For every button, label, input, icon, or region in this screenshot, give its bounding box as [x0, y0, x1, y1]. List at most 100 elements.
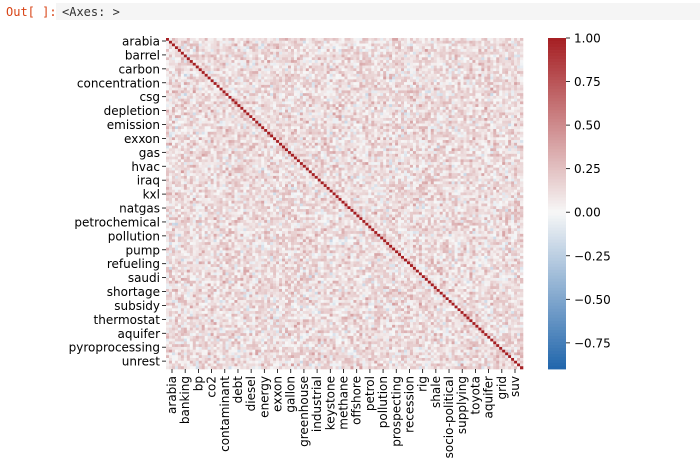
heatmap-cell	[424, 142, 429, 146]
heatmap-cell	[243, 151, 247, 155]
heatmap-cell	[412, 54, 417, 58]
heatmap-cell	[201, 40, 205, 44]
heatmap-cell	[347, 142, 351, 146]
heatmap-cell	[210, 40, 214, 44]
heatmap-cell	[207, 104, 211, 108]
heatmap-cell	[192, 62, 197, 66]
heatmap-cell	[371, 84, 375, 88]
heatmap-cell	[189, 68, 194, 72]
heatmap-cell	[472, 98, 476, 102]
heatmap-cell	[308, 98, 313, 102]
heatmap-cell	[374, 71, 378, 75]
heatmap-cell	[442, 117, 446, 122]
heatmap-cell	[511, 120, 515, 124]
heatmap-cell	[392, 49, 396, 53]
heatmap-cell	[282, 148, 286, 152]
heatmap-cell	[347, 137, 351, 141]
heatmap-cell	[189, 104, 194, 108]
heatmap-cell	[329, 93, 333, 97]
heatmap-cell	[335, 148, 339, 152]
heatmap-cell	[368, 82, 372, 86]
heatmap-cell	[359, 54, 363, 58]
heatmap-cell	[356, 129, 360, 133]
heatmap-cell	[323, 120, 327, 124]
heatmap-cell	[279, 84, 283, 88]
heatmap-cell	[204, 54, 208, 58]
heatmap-cell	[475, 126, 479, 130]
heatmap-cell	[326, 148, 330, 152]
heatmap-cell	[511, 51, 515, 55]
heatmap-cell	[168, 131, 173, 135]
heatmap-cell	[249, 43, 253, 47]
heatmap-cell	[177, 84, 182, 88]
heatmap-cell	[332, 68, 336, 72]
heatmap-cell	[192, 131, 197, 135]
heatmap-cell	[362, 106, 366, 111]
heatmap-cell	[421, 145, 426, 149]
heatmap-cell	[395, 142, 399, 146]
heatmap-cell	[517, 112, 521, 116]
heatmap-cell	[183, 137, 188, 141]
heatmap-cell	[320, 46, 324, 50]
heatmap-cell	[270, 87, 274, 91]
heatmap-cell	[234, 145, 238, 149]
heatmap-cell	[371, 126, 375, 130]
heatmap-cell	[517, 115, 521, 119]
heatmap-cell	[430, 43, 435, 47]
heatmap-cell	[493, 106, 497, 111]
heatmap-cell	[282, 51, 286, 55]
heatmap-cell	[299, 142, 304, 146]
heatmap-cell	[231, 148, 235, 152]
heatmap-cell	[514, 145, 518, 149]
heatmap-cell	[287, 46, 292, 50]
heatmap-cell	[264, 65, 268, 69]
heatmap-cell	[359, 51, 363, 55]
heatmap-cell	[386, 71, 390, 75]
heatmap-cell	[270, 148, 274, 152]
heatmap-cell	[514, 93, 518, 97]
heatmap-cell	[276, 57, 280, 61]
heatmap-cell	[481, 76, 485, 80]
heatmap-cell	[457, 95, 461, 99]
heatmap-cell	[207, 148, 211, 152]
heatmap-cell	[490, 87, 494, 91]
heatmap-cell	[490, 104, 494, 108]
heatmap-cell	[228, 140, 232, 144]
heatmap-cell	[359, 115, 363, 119]
heatmap-cell	[424, 62, 429, 66]
heatmap-cell	[481, 142, 485, 146]
heatmap-cell	[430, 115, 435, 119]
heatmap-cell	[514, 117, 518, 122]
heatmap-cell	[174, 60, 179, 64]
heatmap-cell	[478, 71, 482, 75]
heatmap-cell	[341, 79, 345, 83]
heatmap-cell	[210, 87, 214, 91]
heatmap-cell	[347, 54, 351, 58]
heatmap-cell	[213, 54, 217, 58]
heatmap-cell	[442, 120, 446, 124]
heatmap-cell	[514, 57, 518, 61]
heatmap-cell	[183, 95, 188, 99]
heatmap-cell	[311, 120, 316, 124]
heatmap-cell	[380, 112, 384, 116]
heatmap-cell	[520, 65, 524, 69]
heatmap-cell	[350, 117, 354, 122]
heatmap-cell	[225, 46, 229, 50]
heatmap-cell	[279, 82, 283, 86]
heatmap-cell	[362, 40, 366, 44]
heatmap-cell	[320, 38, 324, 42]
heatmap-cell	[505, 76, 509, 80]
heatmap-cell	[186, 137, 191, 141]
heatmap-cell	[177, 137, 182, 141]
heatmap-cell	[365, 129, 369, 133]
heatmap-cell	[439, 46, 443, 50]
heatmap-cell	[341, 60, 345, 64]
heatmap-cell	[514, 62, 518, 66]
heatmap-cell	[389, 126, 393, 130]
heatmap-cell	[183, 87, 188, 91]
heatmap-cell	[490, 140, 494, 144]
heatmap-cell	[243, 76, 247, 80]
heatmap-cell	[359, 79, 363, 83]
heatmap-cell	[264, 73, 268, 77]
heatmap-cell	[282, 46, 286, 50]
